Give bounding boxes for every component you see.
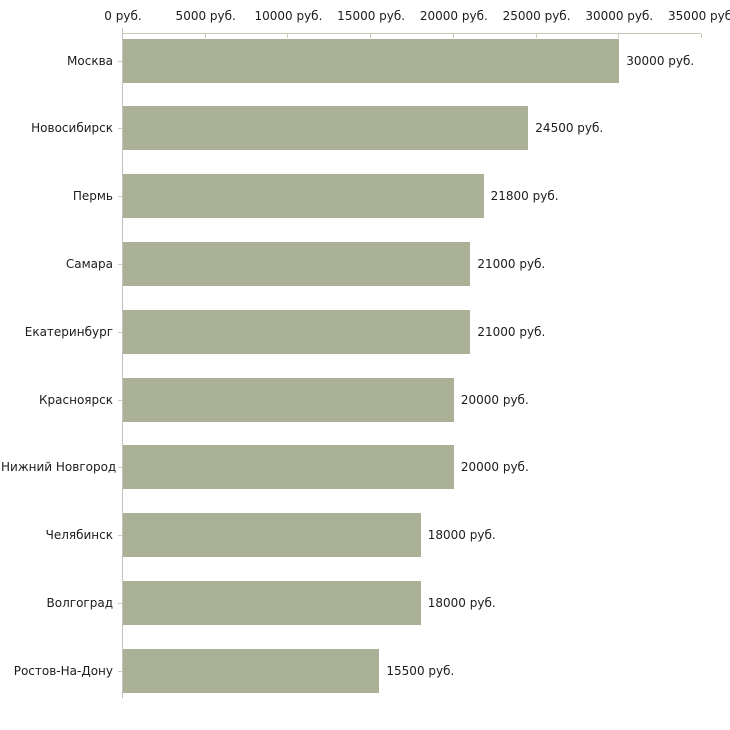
- category-label: Москва: [67, 53, 113, 68]
- bar-value-label: 30000 руб.: [626, 53, 695, 68]
- y-axis-tick: [118, 60, 122, 62]
- bar-value-label: 20000 руб.: [460, 460, 529, 475]
- x-axis-tick-label: 10000 руб.: [254, 9, 323, 23]
- bar-value-label: 20000 руб.: [460, 392, 529, 407]
- bar-value-label: 18000 руб.: [427, 528, 496, 543]
- x-axis-tick: [535, 34, 537, 38]
- x-axis-tick: [204, 34, 206, 38]
- category-label: Новосибирск: [31, 121, 113, 136]
- bar-9: [123, 580, 421, 625]
- category-label: Пермь: [72, 189, 113, 204]
- bar-2: [123, 106, 529, 151]
- category-label: Самара: [65, 256, 113, 271]
- x-axis-tick-label: 35000 руб.: [668, 9, 730, 23]
- x-axis-tick: [618, 34, 620, 38]
- bar-4: [123, 241, 471, 286]
- bar-1: [123, 38, 620, 83]
- x-axis-tick: [287, 34, 289, 38]
- bar-value-label: 21000 руб.: [477, 256, 546, 271]
- bar-value-label: 18000 руб.: [427, 595, 496, 610]
- y-axis-tick: [118, 263, 122, 265]
- x-axis-tick: [452, 34, 454, 38]
- bar-8: [123, 513, 421, 558]
- x-axis-tick: [370, 34, 372, 38]
- bar-5: [123, 309, 471, 354]
- x-axis-tick-label: 25000 руб.: [502, 9, 571, 23]
- bar-value-label: 15500 руб.: [386, 663, 455, 678]
- y-axis-tick: [118, 331, 122, 333]
- x-axis-tick: [701, 34, 702, 38]
- category-label: Волгоград: [46, 595, 113, 610]
- bar-value-label: 21800 руб.: [490, 189, 559, 204]
- y-axis-tick: [118, 535, 122, 537]
- y-axis-tick: [118, 602, 122, 604]
- category-label: Екатеринбург: [24, 324, 113, 339]
- y-axis-tick: [118, 467, 122, 469]
- bar-value-label: 24500 руб.: [535, 121, 604, 136]
- bar-10: [123, 648, 380, 693]
- bar-7: [123, 445, 454, 490]
- y-axis-top-nub: [122, 28, 123, 34]
- x-axis-tick-label: 0 руб.: [104, 9, 142, 23]
- bar-6: [123, 377, 454, 422]
- category-label: Красноярск: [39, 392, 113, 407]
- x-axis-tick-label: 20000 руб.: [419, 9, 488, 23]
- bar-3: [123, 174, 484, 219]
- bar-value-label: 21000 руб.: [477, 324, 546, 339]
- y-axis-tick: [118, 128, 122, 130]
- category-label: Ростов-На-Дону: [13, 663, 113, 678]
- y-axis-tick: [118, 196, 122, 198]
- x-axis-tick-label: 5000 руб.: [175, 9, 236, 23]
- category-label: Нижний Новгород: [1, 460, 117, 475]
- y-axis-tick: [118, 670, 122, 672]
- category-label: Челябинск: [45, 528, 113, 543]
- plot-area: 0 руб. 5000 руб. 10000 руб. 15000 руб. 20000…: [1, 9, 730, 698]
- y-axis-tick: [118, 399, 122, 401]
- x-axis-tick-label: 30000 руб.: [585, 9, 654, 23]
- x-axis-tick-label: 15000 руб.: [337, 9, 406, 23]
